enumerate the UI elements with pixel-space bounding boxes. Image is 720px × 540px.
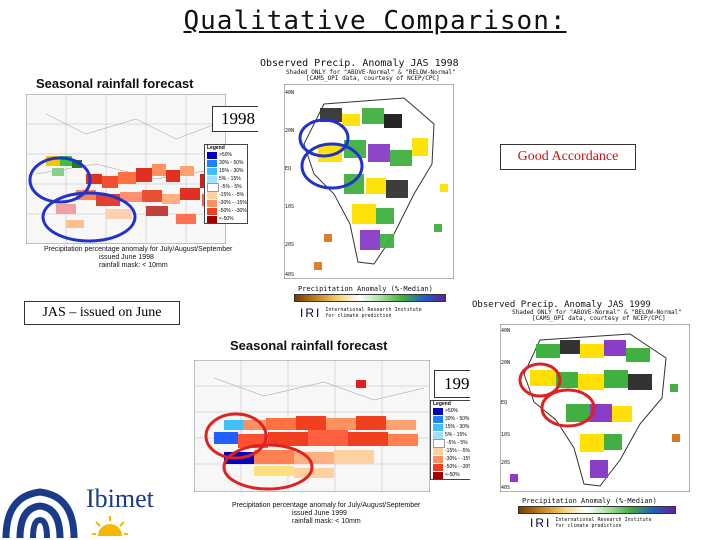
forecast-grid-1998: [26, 94, 226, 244]
observed-map-image-1999: 40N 20N EQ 10S 20S 40S: [500, 324, 690, 492]
svg-text:40S: 40S: [501, 485, 510, 491]
caption-line: rainfall mask: < 10mm: [292, 518, 361, 525]
sun-icon: [92, 516, 128, 536]
forecast-caption-1999: Precipitation percentage anomaly for Jul…: [232, 502, 472, 526]
legend-item-label: >50%: [219, 152, 232, 158]
legend-item: 5% - 15%: [431, 431, 475, 439]
observed-bar-label-1998: Precipitation Anomaly (%-Median): [298, 285, 433, 293]
legend-item: -15% - -5%: [431, 447, 475, 455]
forecast-title-1999: Seasonal rainfall forecast: [230, 338, 388, 353]
caption-line: Precipitation percentage anomaly for Jul…: [44, 246, 233, 253]
legend-title: Legend: [433, 401, 451, 407]
cnr-logo-icon: [2, 488, 78, 539]
legend-item: 30% - 50%: [431, 415, 475, 423]
legend-item: 5% - 15%: [205, 175, 247, 183]
observed-sub-1999-b: [CAMS_OPI data, courtesy of NCEP/CPC]: [532, 315, 666, 322]
legend-item: -5% - 5%: [431, 438, 475, 448]
svg-text:10S: 10S: [285, 204, 294, 210]
legend-item-label: -15% - -5%: [219, 192, 245, 198]
svg-text:20N: 20N: [285, 128, 294, 134]
iri-logo-1998: IRI International Research Institute for…: [300, 306, 422, 320]
legend-item-label: -15% - -5%: [445, 448, 471, 454]
forecast-caption-1998: Precipitation percentage anomaly for Jul…: [44, 246, 274, 270]
legend-item-label: 5% - 15%: [219, 176, 241, 182]
iri-line-1: International Research Institute: [325, 307, 422, 313]
year-label-1998: 1998: [212, 106, 264, 132]
legend-item-label: -50% - -30%: [445, 464, 473, 470]
legend-item-label: -5% - 5%: [221, 184, 242, 190]
legend-item-label: -50% - -30%: [219, 208, 247, 214]
observed-sub-1998-b: [CAMS_OPI data, courtesy of NCEP/CPC]: [306, 75, 440, 82]
legend-item-label: >50%: [445, 408, 458, 414]
iri-text: International Research Institute for cli…: [555, 517, 651, 529]
legend-item: 15% - 30%: [205, 167, 247, 175]
svg-text:20S: 20S: [285, 242, 294, 248]
legend-item-label: 5% - 15%: [445, 432, 467, 438]
legend-item-label: 30% - 50%: [219, 160, 244, 166]
svg-text:40N: 40N: [501, 328, 510, 334]
iri-line-2: for climate prediction: [325, 313, 392, 319]
iri-text: International Research Institute for cli…: [325, 307, 421, 319]
observed-map-1999: Observed Precip. Anomaly JAS 1999 Shaded…: [470, 298, 716, 536]
legend-item-label: -30% - -15%: [219, 200, 247, 206]
jas-issued-label: JAS – issued on June: [24, 301, 180, 325]
legend-item: 30% - 50%: [205, 159, 247, 167]
legend-item: <-50%: [205, 215, 247, 223]
legend-item: -30% - -15%: [431, 455, 475, 463]
legend-item: >50%: [431, 407, 475, 415]
observed-colorbar-1999: [518, 506, 676, 514]
legend-item-label: <-50%: [219, 216, 234, 222]
good-accordance-label: Good Accordance: [500, 144, 636, 170]
legend-item: -5% - 5%: [205, 182, 247, 192]
observed-bar-label-1999: Precipitation Anomaly (%-Median): [522, 497, 657, 505]
legend-item: -50% - -30%: [205, 207, 247, 215]
caption-line: rainfall mask: < 10mm: [99, 262, 168, 269]
legend-item-label: 30% - 50%: [445, 416, 470, 422]
legend-item-label: -5% - 5%: [447, 440, 468, 446]
svg-text:20S: 20S: [501, 460, 510, 466]
legend-item: -50% - -30%: [431, 463, 475, 471]
forecast-legend-1998: Legend >50% 30% - 50% 15% - 30% 5% - 15%…: [204, 144, 248, 224]
ibimet-name: Ibimet: [86, 484, 154, 513]
ibimet-logo: Ibimet: [0, 478, 175, 540]
legend-title: Legend: [207, 145, 225, 151]
svg-text:40S: 40S: [285, 272, 294, 278]
iri-mark: IRI: [300, 306, 322, 320]
forecast-map-1999: Seasonal rainfall forecast: [190, 336, 480, 534]
legend-item: 15% - 30%: [431, 423, 475, 431]
observed-colorbar-1998: [294, 294, 446, 302]
svg-text:EQ: EQ: [501, 400, 507, 406]
legend-item: -30% - -15%: [205, 199, 247, 207]
forecast-title-1998: Seasonal rainfall forecast: [36, 76, 194, 91]
svg-text:40N: 40N: [285, 90, 294, 96]
legend-item: -15% - -5%: [205, 191, 247, 199]
observed-sub-1999-a: Shaded ONLY for "ABOVE-Normal" & "BELOW-…: [512, 309, 682, 316]
observed-sub-1998-a: Shaded ONLY for "ABOVE-Normal" & "BELOW-…: [286, 69, 456, 76]
iri-logo-1999: IRI International Research Institute for…: [530, 516, 652, 530]
legend-item-label: 15% - 30%: [445, 424, 470, 430]
svg-text:10S: 10S: [501, 432, 510, 438]
legend-item: <-50%: [431, 471, 475, 479]
forecast-grid-1999: [194, 360, 430, 492]
observed-map-image-1998: 40N 20N EQ 10S 20S 40S: [284, 84, 454, 279]
observed-map-1998: Observed Precip. Anomaly JAS 1998 Shaded…: [258, 56, 484, 326]
caption-line: Precipitation percentage anomaly for Jul…: [232, 502, 421, 509]
observed-header-1998: Observed Precip. Anomaly JAS 1998: [260, 58, 459, 69]
caption-line: issued June 1999: [292, 510, 347, 517]
legend-item-label: <-50%: [445, 472, 460, 478]
legend-item-label: 15% - 30%: [219, 168, 244, 174]
observed-header-1999: Observed Precip. Anomaly JAS 1999: [472, 300, 651, 310]
iri-line-1: International Research Institute: [555, 517, 652, 523]
iri-line-2: for climate prediction: [555, 523, 622, 529]
legend-item: >50%: [205, 151, 247, 159]
caption-line: issued June 1998: [99, 254, 154, 261]
svg-text:20N: 20N: [501, 360, 510, 366]
iri-mark: IRI: [530, 516, 552, 530]
svg-text:EQ: EQ: [285, 166, 291, 172]
slide-title: Qualitative Comparison:: [183, 6, 567, 36]
legend-item-label: -30% - -15%: [445, 456, 473, 462]
forecast-map-1998: Seasonal rainfall forecast: [14, 70, 276, 275]
